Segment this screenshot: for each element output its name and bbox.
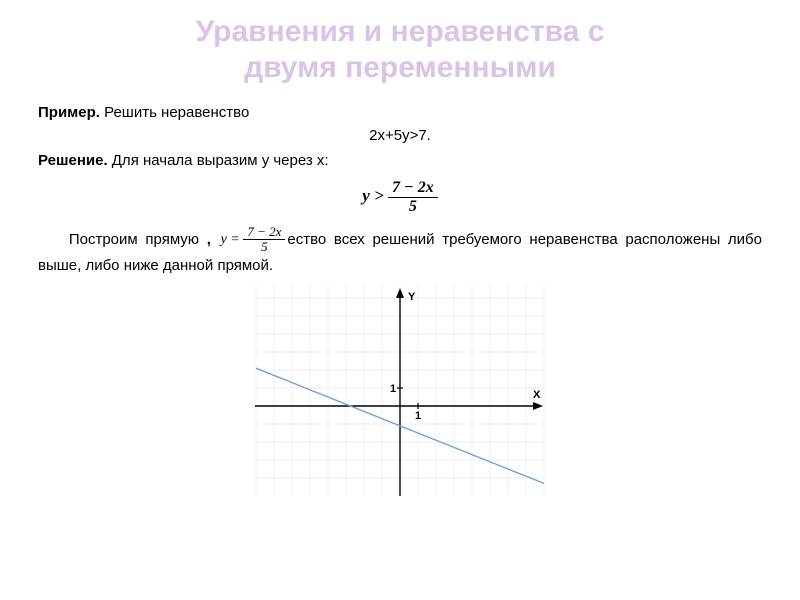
formula-den: 5 — [388, 198, 438, 216]
formula-left: y > — [362, 186, 383, 205]
para-comma: , — [207, 231, 219, 248]
title-line2: двумя переменными — [244, 51, 556, 84]
graph: X Y 1 1 — [255, 286, 545, 496]
title-line1: Уравнения и неравенства с — [196, 15, 605, 48]
content-block: Пример. Решить неравенство 2x+5y>7. Реше… — [0, 86, 800, 502]
solution-text: Для начала выразим y через x: — [108, 152, 329, 169]
example-text: Решить неравенство — [100, 104, 249, 121]
graph-container: X Y 1 1 — [38, 286, 762, 502]
solution-label: Решение. — [38, 152, 108, 169]
inline-left: y = — [221, 232, 240, 247]
inequality-line: 2x+5y>7. — [38, 125, 762, 146]
svg-text:X: X — [533, 389, 541, 401]
main-formula: y > 7 − 2x 5 — [38, 179, 762, 215]
inline-formula: y = 7 − 2x5 — [219, 225, 288, 255]
solution-line: Решение. Для начала выразим y через x: — [38, 150, 762, 171]
formula-num: 7 − 2x — [388, 179, 438, 198]
inline-fraction: 7 − 2x5 — [243, 225, 285, 255]
paragraph: Построим прямую , y = 7 − 2x5ество всех … — [38, 225, 762, 276]
formula-fraction: 7 − 2x 5 — [388, 179, 438, 215]
page-title: Уравнения и неравенства с двумя переменн… — [0, 0, 800, 86]
para-pre: Построим прямую — [69, 231, 207, 248]
inline-num: 7 − 2x — [243, 225, 285, 240]
svg-text:Y: Y — [408, 291, 416, 303]
svg-text:1: 1 — [415, 410, 421, 422]
example-label: Пример. — [38, 104, 100, 121]
svg-text:1: 1 — [390, 383, 396, 395]
example-line: Пример. Решить неравенство — [38, 102, 762, 123]
inline-den: 5 — [243, 240, 285, 254]
